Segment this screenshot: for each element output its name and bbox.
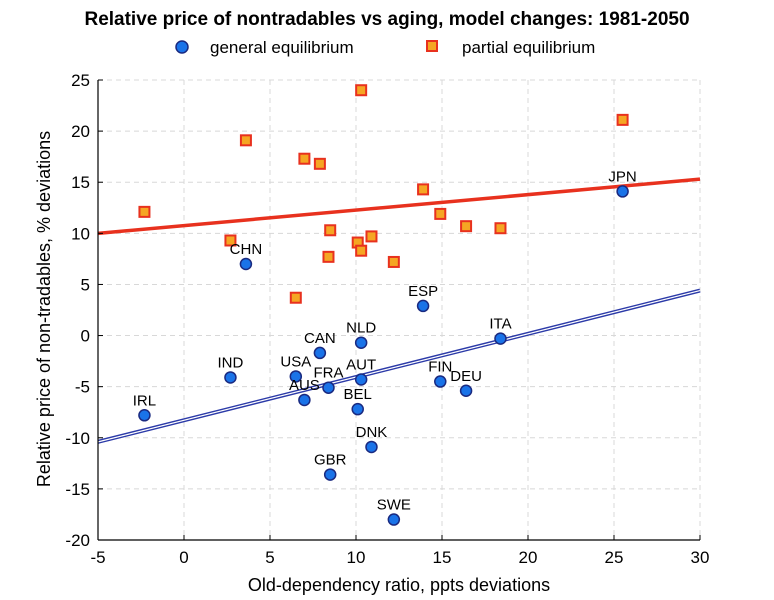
general-equilibrium-point xyxy=(289,370,303,383)
country-label: DNK xyxy=(356,424,388,441)
partial-equilibrium-point xyxy=(224,234,237,247)
partial-equilibrium-point xyxy=(239,134,252,147)
legend-marker-partial-equilibrium xyxy=(426,40,438,52)
country-label: ESP xyxy=(408,283,438,300)
country-label: FRA xyxy=(313,365,343,382)
general-equilibrium-point xyxy=(616,185,629,198)
general-equilibrium-point xyxy=(323,468,337,481)
y-tick-label: -15 xyxy=(65,480,90,499)
general-equilibrium-point xyxy=(313,346,327,360)
general-equilibrium-point xyxy=(354,336,368,349)
fit-line-general-equilibrium-inner xyxy=(97,289,701,443)
legend: general equilibrium partial equilibrium xyxy=(175,38,595,57)
x-tick-label: -5 xyxy=(90,548,105,567)
x-tick-label: 20 xyxy=(519,548,538,567)
country-label: AUS xyxy=(289,377,320,394)
partial-equilibrium-point xyxy=(355,84,368,97)
country-label: DEU xyxy=(450,368,482,385)
general-equilibrium-point xyxy=(365,440,378,454)
partial-equilibrium-point xyxy=(460,220,473,233)
partial-equilibrium-point xyxy=(365,230,378,243)
axes: -5 0 5 10 15 20 25 30 -20 -15 -10 -5 0 5 10 15 20 25 xyxy=(65,71,709,567)
country-label: GBR xyxy=(314,452,347,469)
x-tick-label: 15 xyxy=(433,548,452,567)
partial-equilibrium-point xyxy=(313,157,326,170)
y-axis-label: Relative price of non-tradables, % devia… xyxy=(34,131,54,487)
country-label: JPN xyxy=(608,168,636,185)
general-equilibrium-point xyxy=(239,257,253,271)
y-tick-label: 25 xyxy=(71,71,90,90)
general-equilibrium-point xyxy=(351,402,364,416)
y-tick-label: 10 xyxy=(71,224,90,243)
y-tick-label: 0 xyxy=(81,327,90,346)
partial-equilibrium-point xyxy=(387,255,400,268)
y-tick-label: -10 xyxy=(65,429,90,448)
general-equilibrium-point xyxy=(416,299,430,313)
x-tick-label: 25 xyxy=(605,548,624,567)
country-label: NLD xyxy=(346,320,376,337)
y-tick-label: -20 xyxy=(65,531,90,550)
partial-equilibrium-point xyxy=(322,250,335,263)
country-label: USA xyxy=(280,353,311,370)
y-tick-label: 5 xyxy=(81,275,90,294)
partial-equilibrium-point xyxy=(138,205,151,218)
x-tick-label: 0 xyxy=(179,548,188,567)
general-equilibrium-point xyxy=(322,381,335,394)
general-equilibrium-point xyxy=(354,373,368,386)
legend-marker-general-equilibrium xyxy=(175,40,189,54)
general-equilibrium-point xyxy=(298,393,311,407)
legend-label-general-equilibrium: general equilibrium xyxy=(210,38,354,57)
legend-label-partial-equilibrium: partial equilibrium xyxy=(462,38,595,57)
partial-equilibrium-point xyxy=(289,291,302,304)
y-tick-label: 20 xyxy=(71,122,90,141)
chart-title: Relative price of nontradables vs aging,… xyxy=(84,9,689,30)
country-label: SWE xyxy=(377,497,411,514)
country-label: FIN xyxy=(428,359,452,376)
y-tick-label: 15 xyxy=(71,173,90,192)
partial-equilibrium-point xyxy=(324,224,337,237)
country-label: CAN xyxy=(304,330,336,347)
general-equilibrium-point xyxy=(459,384,473,398)
partial-equilibrium-point xyxy=(298,152,311,165)
partial-equilibrium-point xyxy=(355,244,368,257)
general-equilibrium-point xyxy=(494,332,507,345)
partial-equilibrium-point xyxy=(494,222,507,235)
partial-equilibrium-point xyxy=(616,113,629,126)
x-tick-label: 5 xyxy=(265,548,274,567)
country-label: AUT xyxy=(346,357,376,374)
fit-lines xyxy=(97,177,701,444)
x-tick-label: 10 xyxy=(347,548,366,567)
general-equilibrium-point xyxy=(434,375,447,388)
country-label: IRL xyxy=(133,392,156,409)
partial-equilibrium-point xyxy=(417,183,430,196)
country-label: ITA xyxy=(489,316,511,333)
y-tick-label: -5 xyxy=(75,378,90,397)
country-label: IND xyxy=(218,354,244,371)
fit-line-partial-equilibrium xyxy=(97,177,701,236)
partial-equilibrium-point xyxy=(434,207,447,220)
general-equilibrium-point xyxy=(387,513,401,526)
general-equilibrium-point xyxy=(224,371,237,384)
general-equilibrium-point xyxy=(138,409,151,422)
x-tick-label: 30 xyxy=(691,548,710,567)
country-label: BEL xyxy=(344,386,372,403)
x-axis-label: Old-dependency ratio, ppts deviations xyxy=(248,575,550,595)
grid xyxy=(97,79,701,541)
country-label: CHN xyxy=(230,241,263,258)
